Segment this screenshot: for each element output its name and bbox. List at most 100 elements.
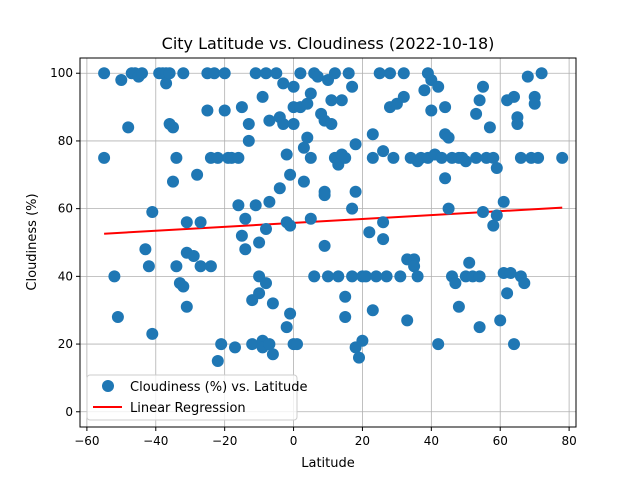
data-point	[397, 90, 410, 103]
data-point	[160, 77, 173, 90]
data-point	[325, 118, 338, 130]
legend-regression-label: Linear Regression	[130, 401, 246, 416]
data-point	[490, 162, 503, 174]
data-point	[194, 216, 207, 229]
legend-scatter-marker	[102, 380, 114, 392]
data-point	[249, 199, 262, 212]
data-point	[180, 300, 193, 313]
x-tick-label: −20	[212, 434, 237, 448]
data-point	[366, 151, 379, 164]
data-point	[263, 338, 276, 351]
data-point	[556, 151, 569, 164]
data-point	[187, 250, 200, 262]
data-point	[211, 151, 224, 164]
y-axis-ticks: 0 20 40 60 80 100	[50, 66, 80, 419]
y-tick-label: 100	[50, 66, 73, 80]
data-point	[136, 67, 148, 80]
y-tick-label: 0	[65, 405, 73, 419]
data-point	[201, 104, 214, 117]
data-point	[297, 175, 310, 188]
data-point	[514, 151, 527, 164]
data-point	[266, 348, 279, 361]
data-point	[335, 94, 348, 107]
data-point	[377, 145, 390, 158]
data-point	[232, 151, 245, 164]
data-point	[142, 260, 155, 273]
x-tick-label: 0	[290, 434, 298, 448]
data-point	[270, 67, 283, 80]
data-point	[277, 118, 290, 130]
data-point	[332, 270, 345, 283]
data-point	[401, 314, 414, 327]
data-point	[146, 327, 159, 340]
data-point	[239, 243, 252, 256]
data-point	[397, 67, 410, 80]
data-point	[535, 67, 548, 80]
data-point	[180, 216, 193, 229]
data-point	[284, 219, 297, 232]
data-point	[170, 260, 183, 273]
data-point	[339, 311, 352, 323]
data-point	[122, 121, 135, 134]
data-point	[301, 131, 314, 144]
data-point	[266, 297, 279, 310]
data-point	[215, 338, 228, 351]
data-point	[308, 270, 321, 283]
data-point	[377, 216, 390, 229]
data-point	[439, 172, 452, 185]
data-point	[218, 104, 231, 117]
data-point	[167, 175, 179, 188]
data-point	[239, 212, 252, 225]
data-point	[115, 74, 128, 86]
data-point	[442, 202, 455, 215]
data-point	[167, 121, 179, 134]
data-point	[487, 151, 500, 164]
data-point	[304, 151, 317, 164]
data-point	[408, 260, 421, 273]
y-tick-label: 80	[58, 134, 73, 148]
data-point	[146, 206, 159, 218]
data-point	[232, 199, 245, 212]
data-point	[328, 67, 341, 80]
data-point	[470, 107, 483, 120]
data-point	[253, 287, 266, 300]
data-point	[211, 355, 224, 367]
data-point	[366, 304, 379, 317]
data-point	[260, 223, 272, 235]
x-tick-label: 20	[355, 434, 370, 448]
data-point	[377, 233, 390, 246]
data-point	[349, 138, 362, 151]
data-point	[418, 84, 431, 97]
data-point	[229, 341, 241, 354]
data-point	[163, 67, 176, 80]
data-point	[249, 67, 262, 80]
data-point	[432, 80, 445, 93]
data-point	[191, 168, 204, 181]
data-point	[349, 185, 362, 198]
data-point	[373, 67, 386, 80]
data-point	[287, 80, 300, 93]
data-point	[387, 151, 400, 164]
data-point	[490, 209, 503, 222]
data-point	[508, 338, 520, 351]
data-point	[508, 90, 520, 103]
data-point	[304, 212, 317, 225]
data-point	[322, 270, 334, 283]
data-point	[425, 104, 438, 117]
data-point	[98, 67, 111, 80]
data-point	[208, 67, 221, 80]
x-axis-ticks: −60 −40 −20 0 20 40 60 80	[74, 427, 577, 448]
data-point	[384, 67, 396, 80]
data-point	[356, 334, 369, 347]
data-point	[260, 277, 272, 290]
data-point	[473, 270, 486, 283]
data-point	[394, 270, 407, 283]
data-point	[284, 168, 297, 181]
x-axis-label: Latitude	[301, 456, 355, 471]
data-point	[339, 151, 352, 164]
data-point	[139, 243, 152, 256]
y-tick-label: 40	[58, 269, 73, 283]
data-point	[463, 256, 476, 269]
data-point	[263, 114, 276, 127]
